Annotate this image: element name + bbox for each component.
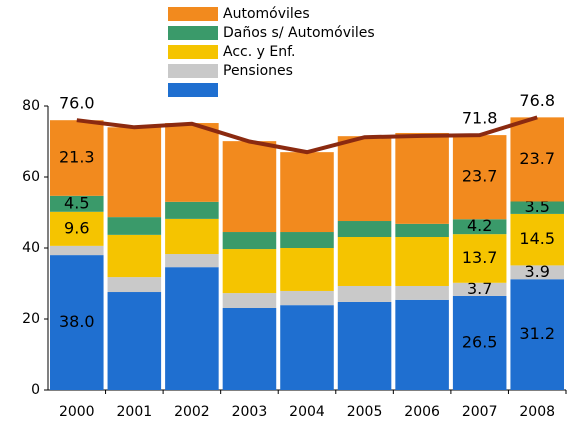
legend-swatch (168, 45, 218, 59)
legend-label: Daños s/ Automóviles (223, 25, 375, 41)
bar-segment (452, 234, 507, 283)
x-tick-label: 2005 (347, 404, 383, 420)
bar-segment (395, 132, 449, 224)
bar-segment (165, 267, 219, 390)
value-label: 4.2 (467, 216, 492, 235)
bar-segment (510, 201, 564, 214)
value-label: 4.5 (64, 193, 89, 212)
bar-segment (50, 245, 104, 256)
value-label: 14.5 (519, 229, 555, 248)
bar-segment (165, 123, 219, 202)
bar-segment (510, 265, 564, 280)
legend-swatch (168, 7, 218, 21)
bar-segment (50, 255, 104, 390)
line-label: 76.0 (59, 94, 95, 113)
bar-segment (280, 232, 334, 248)
bar-segment (107, 217, 162, 235)
bar-segment (452, 135, 507, 220)
bar-segment (280, 248, 334, 291)
legend-label: Pensiones (223, 63, 293, 79)
value-label: 3.9 (524, 262, 549, 281)
bar-segment (222, 307, 277, 390)
bar-segment (50, 195, 104, 212)
bar-segment (395, 285, 449, 300)
legend-label: Automóviles (223, 6, 310, 22)
legend-swatch (168, 83, 218, 97)
bar-segment (165, 254, 219, 268)
y-tick-label: 40 (22, 240, 40, 256)
total-line (76, 115, 538, 155)
value-label: 26.5 (462, 332, 498, 351)
bar-segment (510, 213, 564, 266)
x-tick-label: 2006 (404, 404, 440, 420)
bar-segment (452, 282, 507, 296)
line-label: 71.8 (462, 109, 498, 128)
line-label: 76.8 (519, 91, 555, 110)
bar-segment (222, 141, 277, 233)
bar-segment (107, 277, 162, 293)
x-tick-label: 2003 (232, 404, 268, 420)
bar-segment (337, 285, 392, 302)
bar-segment (50, 120, 104, 196)
bar-segment (222, 232, 277, 250)
value-label: 13.7 (462, 248, 498, 267)
bar-segment (280, 305, 334, 390)
value-label: 3.5 (524, 197, 549, 216)
x-tick-label: 2002 (174, 404, 210, 420)
bar-segment (337, 236, 392, 286)
bar-segment (107, 292, 162, 390)
bar-segment (107, 127, 162, 218)
x-tick-label: 2004 (289, 404, 325, 420)
y-tick-label: 60 (22, 169, 40, 185)
bar-segment (395, 236, 449, 286)
bar-segment (337, 301, 392, 390)
bar-segment (510, 279, 564, 390)
value-label: 9.6 (64, 218, 89, 237)
bar-segment (107, 234, 162, 278)
bar-segment (280, 152, 334, 233)
y-tick-label: 20 (22, 311, 40, 327)
bar-segment (165, 201, 219, 219)
bar-segment (337, 221, 392, 237)
bar-segment (395, 299, 449, 390)
bar-segment (165, 218, 219, 255)
value-label: 38.0 (59, 312, 95, 331)
bar-segment (222, 293, 277, 308)
bar-segment (50, 211, 104, 246)
bar-segment (510, 117, 564, 202)
value-label: 21.3 (59, 148, 95, 167)
bar-segment (452, 219, 507, 235)
legend-swatch (168, 26, 218, 40)
value-label: 31.2 (519, 324, 555, 343)
bar-segment (337, 136, 392, 222)
value-label: 3.7 (467, 279, 492, 298)
x-tick-label: 2007 (462, 404, 498, 420)
legend-swatch (168, 64, 218, 78)
bar-segment (222, 249, 277, 294)
value-label: 23.7 (519, 149, 555, 168)
y-tick-label: 80 (22, 98, 40, 114)
y-tick-label: 0 (31, 382, 40, 398)
value-label: 23.7 (462, 167, 498, 186)
x-tick-label: 2008 (519, 404, 555, 420)
bar-segment (395, 223, 449, 237)
x-tick-label: 2001 (117, 404, 153, 420)
legend-label: Acc. y Enf. (223, 44, 295, 60)
bar-segment (280, 290, 334, 306)
x-tick-label: 2000 (59, 404, 95, 420)
bar-segment (452, 295, 507, 390)
